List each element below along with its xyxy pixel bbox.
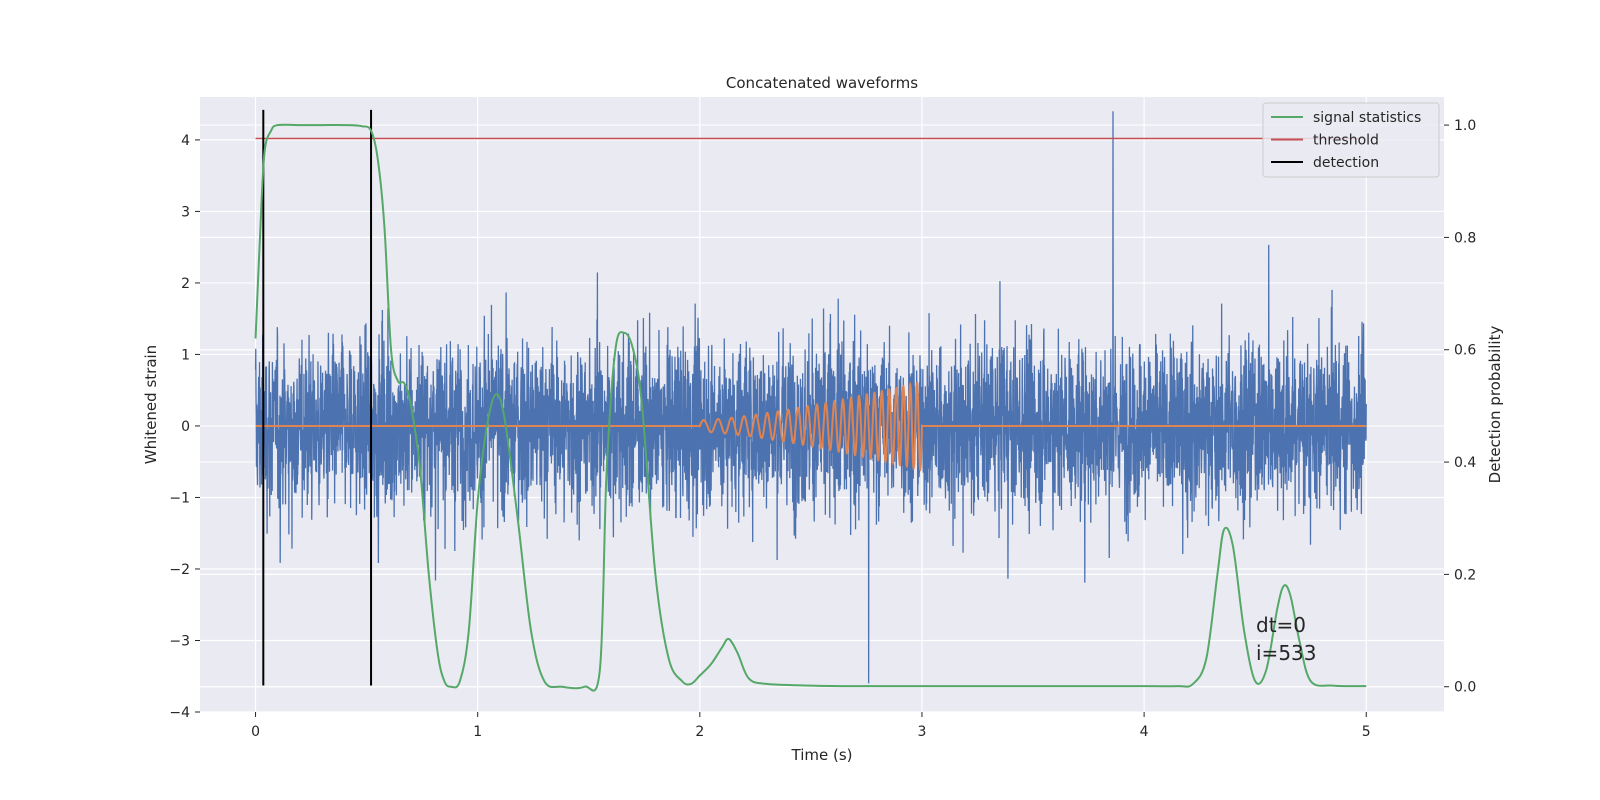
chart-title: Concatenated waveforms [726, 74, 918, 92]
y-tick-label: 3 [181, 204, 190, 220]
y2-tick-label: 0.4 [1454, 455, 1476, 471]
legend-label-threshold: threshold [1313, 133, 1379, 149]
legend-label-detection: detection [1313, 155, 1379, 171]
x-tick-label: 3 [918, 724, 927, 740]
y-tick-label: 1 [181, 347, 190, 363]
annotation-dt: dt=0 [1256, 613, 1306, 637]
x-tick-label: 1 [473, 724, 482, 740]
y2-tick-label: 0.6 [1454, 343, 1476, 359]
signal-statistics-line [254, 123, 1367, 692]
y-tick-label: −1 [169, 490, 190, 506]
annotation-i: i=533 [1256, 641, 1317, 665]
x-tick-label: 0 [251, 724, 260, 740]
y-tick-label: 2 [181, 276, 190, 292]
y-tick-label: 0 [181, 419, 190, 435]
template-chirp-line [255, 381, 1367, 472]
legend-label-signal-statistics: signal statistics [1313, 110, 1421, 126]
y-tick-label: −2 [169, 562, 190, 578]
y-tick-label: 4 [181, 133, 190, 149]
y2-tick-label: 1.0 [1454, 118, 1476, 134]
strain-series [254, 111, 1367, 684]
x-tick-label: 5 [1362, 724, 1371, 740]
y-tick-label: −4 [169, 705, 190, 721]
y-axis-title: Whitened strain [142, 345, 160, 464]
legend-box [1262, 102, 1440, 178]
template-series [255, 381, 1367, 472]
x-tick-label: 4 [1140, 724, 1149, 740]
y2-axis-title: Detection probability [1486, 326, 1504, 484]
legend: signal statistics threshold detection [1262, 102, 1440, 178]
x-tick-label: 2 [695, 724, 704, 740]
y2-tick-label: 0.0 [1454, 680, 1476, 696]
y2-tick-label: 0.8 [1454, 230, 1476, 246]
y2-tick-label: 0.2 [1454, 567, 1476, 583]
strain-line [254, 111, 1367, 684]
axes: 0 1 2 3 4 5 −4 −3 −2 −1 0 1 2 3 4 0.0 0.2 0.4 0.6 0.8 1.0 [169, 118, 1476, 740]
x-axis-title: Time (s) [791, 746, 853, 764]
overlay-series [254, 109, 1367, 692]
y-tick-label: −3 [169, 633, 190, 649]
